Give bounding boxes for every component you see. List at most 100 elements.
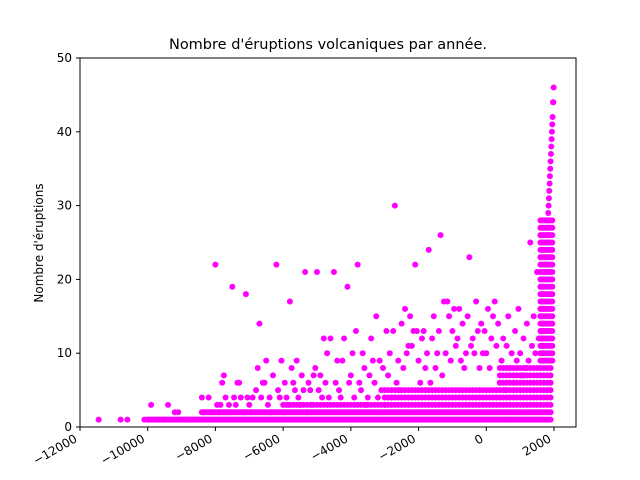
data-point	[503, 342, 510, 349]
data-point	[295, 394, 302, 401]
data-point	[549, 313, 556, 320]
data-point	[544, 217, 551, 224]
data-point	[546, 180, 553, 187]
x-tick-label: 0	[472, 431, 486, 447]
data-point	[549, 246, 556, 253]
data-point	[549, 232, 556, 239]
data-point	[200, 409, 207, 416]
data-point	[154, 416, 161, 423]
data-point	[517, 350, 524, 357]
x-tick-label: −8000	[173, 431, 215, 463]
data-point	[547, 394, 554, 401]
data-point	[549, 357, 556, 364]
data-point	[327, 335, 334, 342]
data-point	[538, 298, 545, 305]
x-tick-label: −4000	[308, 431, 350, 463]
data-point	[535, 335, 542, 342]
data-point	[339, 357, 346, 364]
x-tick-label: −12000	[31, 431, 80, 467]
data-point	[280, 409, 287, 416]
data-point	[495, 320, 502, 327]
data-point	[549, 342, 556, 349]
data-point	[398, 320, 405, 327]
x-axis-ticks: −12000 −10000 −8000 −6000 −4000 −2000 0 2000	[31, 427, 555, 468]
data-point	[297, 401, 304, 408]
data-point	[241, 409, 248, 416]
data-point	[439, 372, 446, 379]
data-point	[547, 409, 554, 416]
data-point	[456, 305, 463, 312]
data-point	[368, 335, 375, 342]
data-point	[383, 328, 390, 335]
data-point	[290, 379, 297, 386]
data-point	[549, 320, 556, 327]
data-point	[161, 416, 168, 423]
data-point	[363, 401, 370, 408]
data-point	[547, 165, 554, 172]
data-point	[148, 401, 155, 408]
data-point	[549, 121, 556, 128]
data-point	[374, 394, 381, 401]
data-point	[308, 401, 315, 408]
data-point	[175, 409, 182, 416]
data-point	[349, 350, 356, 357]
data-point	[454, 335, 461, 342]
data-point	[261, 379, 268, 386]
data-point	[268, 409, 275, 416]
data-point	[359, 350, 366, 357]
data-point	[266, 394, 273, 401]
data-point	[225, 401, 232, 408]
data-point	[520, 335, 527, 342]
data-point	[351, 394, 358, 401]
data-point	[534, 269, 541, 276]
data-point	[396, 387, 403, 394]
data-point	[144, 416, 151, 423]
data-point	[469, 335, 476, 342]
data-point	[310, 372, 317, 379]
data-point	[215, 409, 222, 416]
data-point	[444, 298, 451, 305]
data-point	[478, 320, 485, 327]
data-point	[303, 409, 310, 416]
data-point	[361, 364, 368, 371]
data-point	[446, 313, 453, 320]
data-point	[219, 379, 226, 386]
data-point	[549, 298, 556, 305]
data-point	[461, 364, 468, 371]
data-point	[283, 394, 290, 401]
chart-title: Nombre d'éruptions volcaniques par année…	[169, 37, 487, 53]
data-point	[430, 313, 437, 320]
data-point	[285, 401, 292, 408]
data-point	[380, 364, 387, 371]
y-tick-label: 20	[57, 272, 72, 286]
data-point	[412, 261, 419, 268]
data-point	[237, 394, 244, 401]
data-point	[258, 394, 265, 401]
data-point	[451, 305, 458, 312]
data-point	[305, 379, 312, 386]
data-point	[490, 313, 497, 320]
data-point	[474, 328, 481, 335]
data-point	[429, 335, 436, 342]
data-point	[547, 416, 554, 423]
data-point	[395, 357, 402, 364]
data-point	[549, 283, 556, 290]
data-point	[236, 379, 243, 386]
data-point	[432, 364, 439, 371]
data-point	[442, 350, 449, 357]
data-point	[547, 401, 554, 408]
data-point	[320, 335, 327, 342]
data-point	[548, 143, 555, 150]
data-point	[293, 357, 300, 364]
data-point	[232, 401, 239, 408]
data-point	[356, 379, 363, 386]
data-point	[324, 350, 331, 357]
data-point	[212, 261, 219, 268]
data-point	[532, 350, 539, 357]
data-point	[413, 328, 420, 335]
data-point	[530, 313, 537, 320]
data-point	[542, 261, 549, 268]
data-point	[547, 364, 554, 371]
data-point	[545, 202, 552, 209]
